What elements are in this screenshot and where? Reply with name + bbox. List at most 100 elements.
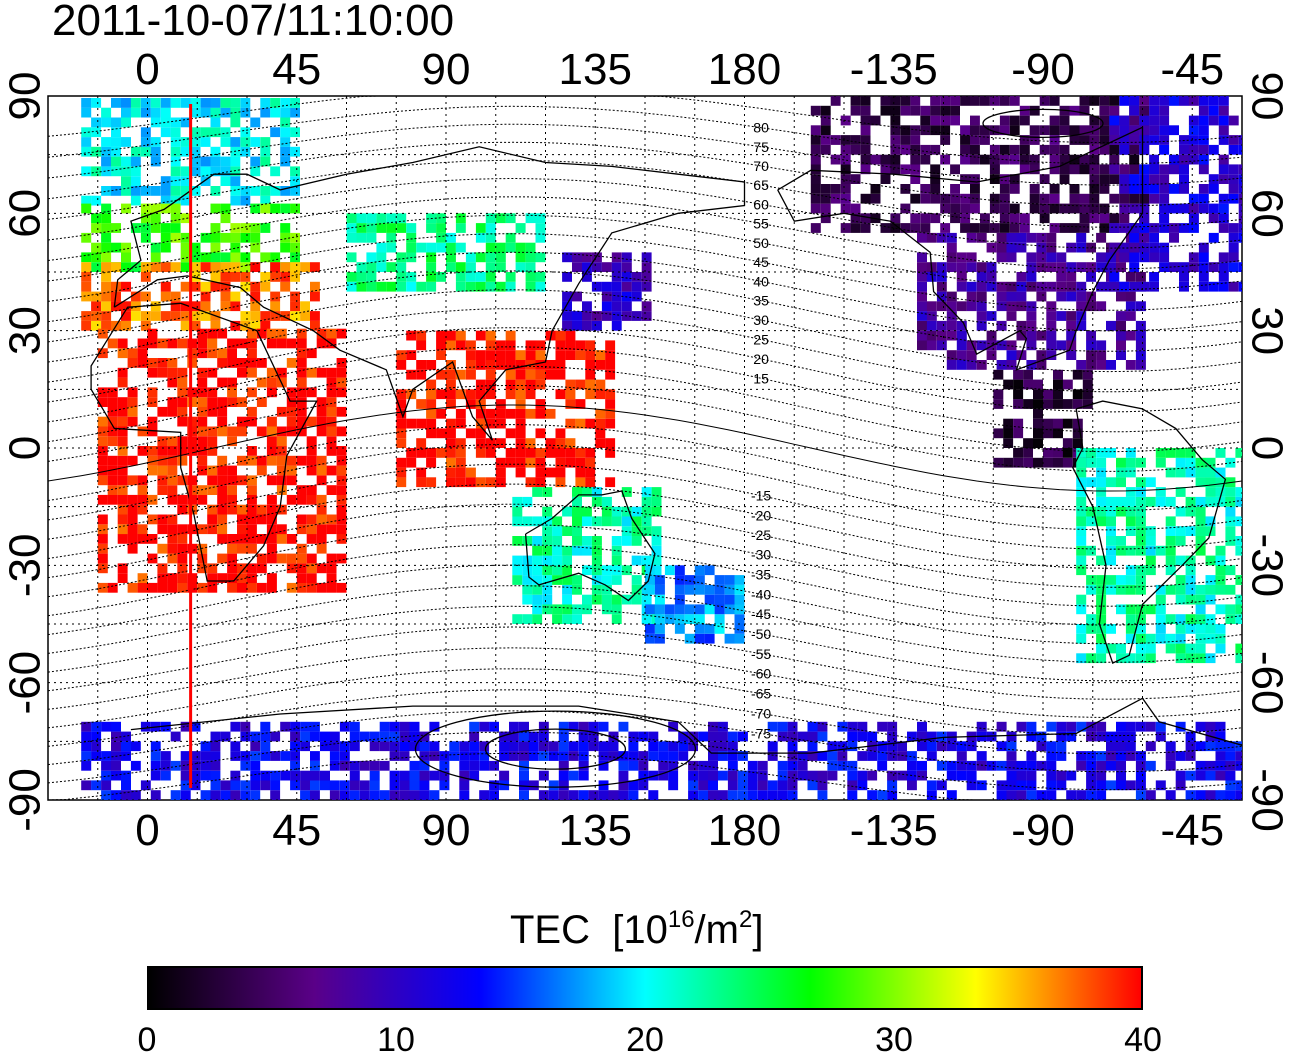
tec-cell xyxy=(1195,496,1206,507)
tec-cell xyxy=(645,624,655,634)
tec-cell xyxy=(336,494,347,505)
tec-cell xyxy=(157,475,168,486)
tec-cell xyxy=(910,125,921,136)
tec-cell xyxy=(575,399,586,409)
tec-cell xyxy=(1106,643,1116,654)
tec-cell xyxy=(1016,272,1027,282)
tec-cell xyxy=(1089,184,1100,194)
tec-cell xyxy=(170,156,181,167)
tec-cell xyxy=(1096,594,1107,605)
tec-cell xyxy=(389,780,400,791)
tec-cell xyxy=(121,186,131,196)
tec-cell xyxy=(970,184,980,194)
tec-cell xyxy=(349,721,360,732)
tec-cell xyxy=(509,741,519,752)
tec-cell xyxy=(250,291,261,302)
tec-cell xyxy=(256,358,267,368)
tec-cell xyxy=(956,330,967,341)
tec-cell xyxy=(1149,252,1159,263)
tec-cell xyxy=(1026,272,1037,282)
tec-cell xyxy=(270,262,281,272)
tec-cell xyxy=(266,475,277,486)
tec-cell xyxy=(1185,584,1196,595)
tec-cell xyxy=(1079,135,1090,145)
tec-cell xyxy=(479,751,490,761)
tec-cell xyxy=(1072,428,1083,439)
tec-cell xyxy=(256,553,267,564)
tec-cell xyxy=(1235,751,1242,761)
tec-cell xyxy=(940,223,951,233)
tec-cell xyxy=(1179,272,1189,282)
tec-cell xyxy=(708,751,718,761)
tec-cell xyxy=(111,770,121,781)
tec-cell xyxy=(167,397,178,407)
tec-cell xyxy=(316,563,327,574)
tec-cell xyxy=(446,330,456,341)
tec-cell xyxy=(237,397,247,407)
coastline-path xyxy=(777,126,1144,371)
tec-cell xyxy=(170,146,181,157)
tec-cell xyxy=(266,387,277,398)
y-tick-label-right: 90 xyxy=(1242,72,1291,121)
tec-cell xyxy=(1125,448,1136,458)
contour-label: -40 xyxy=(751,586,771,602)
tec-cell xyxy=(386,281,397,292)
tec-cell xyxy=(310,281,320,292)
tec-cell xyxy=(565,418,576,429)
tec-cell xyxy=(611,555,622,566)
tec-cell xyxy=(320,780,330,791)
tec-cell xyxy=(465,467,476,478)
tec-cell xyxy=(160,281,171,292)
tec-cell xyxy=(727,731,738,742)
tec-cell xyxy=(455,223,466,233)
tec-cell xyxy=(247,328,257,339)
tec-cell xyxy=(217,553,228,564)
tec-cell xyxy=(180,721,191,732)
tec-cell xyxy=(217,514,228,525)
tec-cell xyxy=(535,467,546,478)
tec-cell xyxy=(595,350,606,360)
tec-cell xyxy=(187,397,198,407)
tec-cell xyxy=(1062,448,1073,458)
tec-cell xyxy=(150,760,161,771)
tec-cell xyxy=(535,252,546,263)
tec-cell xyxy=(1135,624,1146,634)
tec-cell xyxy=(505,350,516,360)
tec-cell xyxy=(1086,506,1096,517)
tec-cell xyxy=(1006,360,1017,370)
tec-cell xyxy=(409,731,420,742)
tec-cell xyxy=(618,790,629,800)
tec-cell xyxy=(1076,496,1087,507)
tec-cell xyxy=(207,446,218,456)
tec-cell xyxy=(999,125,1010,136)
tec-cell xyxy=(1139,252,1150,263)
tec-cell xyxy=(326,406,337,417)
tec-cell xyxy=(1208,184,1219,194)
tec-cell xyxy=(256,465,267,476)
tec-cell xyxy=(1215,790,1226,800)
tec-cell xyxy=(260,311,271,321)
tec-cell xyxy=(552,604,563,615)
tec-cell xyxy=(966,760,977,771)
tec-cell xyxy=(101,186,112,196)
tec-cell xyxy=(591,252,602,263)
tec-cell xyxy=(240,195,251,206)
tec-cell xyxy=(160,127,171,138)
contour-label: -60 xyxy=(751,666,771,682)
y-tick-label-left: 30 xyxy=(1,306,50,355)
tec-cell xyxy=(585,448,596,458)
tec-cell xyxy=(210,166,221,177)
tec-cell xyxy=(787,760,798,771)
tec-cell xyxy=(399,780,410,791)
tec-cell xyxy=(160,176,171,186)
tec-cell xyxy=(515,252,526,263)
tec-cell xyxy=(565,438,576,448)
tec-cell xyxy=(356,262,367,272)
tec-cell xyxy=(296,387,307,398)
tec-cell xyxy=(890,213,901,224)
tec-cell xyxy=(585,379,596,390)
tec-cell xyxy=(1096,252,1107,263)
tec-cell xyxy=(150,156,161,167)
tec-cell xyxy=(1116,731,1126,742)
tec-cell xyxy=(847,760,858,771)
